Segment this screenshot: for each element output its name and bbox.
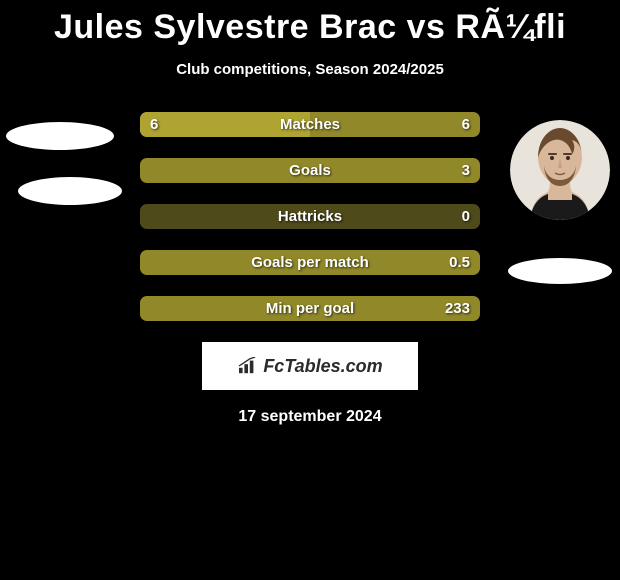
comparison-chart: Matches6 6 Goals3 Hattricks0 Goals per match… <box>0 112 620 321</box>
bar-label: Goals <box>140 158 480 183</box>
stat-row: Goals3 <box>140 158 480 183</box>
watermark: FcTables.com <box>202 342 418 390</box>
stat-row: Hattricks0 <box>140 204 480 229</box>
date-label: 17 september 2024 <box>0 408 620 426</box>
bar-value-right: 0 <box>462 204 470 229</box>
bar-label: Min per goal <box>140 296 480 321</box>
bar-label: Goals per match <box>140 250 480 275</box>
subtitle: Club competitions, Season 2024/2025 <box>0 61 620 78</box>
bar-label: Matches <box>140 112 480 137</box>
page-title: Jules Sylvestre Brac vs RÃ¼fli <box>0 0 620 47</box>
bar-value-left: 6 <box>150 112 158 137</box>
watermark-text: FcTables.com <box>263 356 382 377</box>
stat-row: Matches6 6 <box>140 112 480 137</box>
stat-row: Min per goal233 <box>140 296 480 321</box>
bar-value-right: 0.5 <box>449 250 470 275</box>
bar-value-right: 3 <box>462 158 470 183</box>
chart-icon <box>237 357 259 375</box>
bar-label: Hattricks <box>140 204 480 229</box>
bar-value-right: 233 <box>445 296 470 321</box>
bar-value-right: 6 <box>462 112 470 137</box>
stat-row: Goals per match0.5 <box>140 250 480 275</box>
